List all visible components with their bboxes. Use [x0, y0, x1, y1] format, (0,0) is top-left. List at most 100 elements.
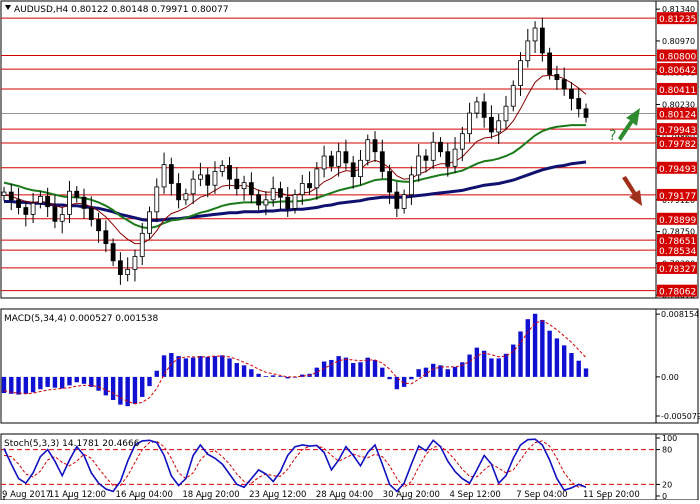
macd-bar: [460, 362, 465, 377]
candle-body: [205, 174, 211, 186]
macd-bar: [110, 376, 116, 400]
candle-body: [496, 120, 502, 133]
level-label: 0.78651: [659, 237, 696, 247]
macd-bar: [351, 363, 356, 377]
candle-body: [263, 199, 269, 206]
symbol-header: AUDUSD,H4 0.80122 0.80148 0.79971 0.8007…: [14, 5, 229, 15]
candle-body: [481, 101, 487, 118]
candle-body: [154, 186, 160, 213]
forecast-arrows: ?: [609, 108, 642, 206]
time-tick-label: 28 Aug 04:00: [316, 490, 373, 500]
candle-body: [118, 260, 123, 275]
macd-bar: [183, 358, 189, 377]
level-label: 0.79493: [659, 165, 696, 175]
candle-body: [569, 88, 574, 99]
macd-bar: [125, 376, 130, 407]
macd-bar: [161, 355, 167, 377]
candlesticks: [1, 17, 589, 285]
macd-bar: [452, 366, 458, 377]
current-price-box: [657, 107, 697, 120]
level-label-box: [657, 161, 697, 174]
level-label: 0.81235: [659, 15, 696, 25]
macd-bar: [532, 313, 538, 377]
macd-signal-line: [3, 320, 587, 405]
candle-body: [474, 101, 480, 114]
candle-body: [532, 27, 538, 42]
macd-bar: [220, 355, 225, 377]
stoch-signal-line: [3, 440, 587, 488]
time-tick-label: 18 Aug 20:00: [182, 490, 239, 500]
candle-body: [299, 183, 305, 196]
level-label: 0.80800: [659, 53, 696, 63]
level-label: 0.78899: [659, 216, 696, 226]
macd-bar: [481, 350, 487, 377]
macd-bar: [81, 376, 87, 384]
candle-body: [561, 79, 567, 90]
macd-bar: [358, 362, 363, 377]
macd-bar: [234, 363, 239, 377]
candle-body: [45, 195, 51, 208]
macd-bar: [16, 376, 21, 395]
stoch-panel: 100 80 20 0: [1, 434, 677, 501]
candle-body: [379, 151, 385, 172]
stoch-title: Stoch(5,3,3) 14.1781 20.4666: [4, 439, 140, 449]
candle-body: [539, 27, 545, 54]
time-tick-label: 9 Aug 2017: [2, 490, 51, 500]
macd-panel-frame: [0, 308, 699, 424]
level-label-box: [657, 136, 697, 149]
macd-bar: [212, 356, 218, 377]
macd-bar: [256, 373, 261, 377]
stoch-tick-label: 80: [662, 446, 672, 455]
level-label-box: [657, 261, 697, 274]
macd-bar: [365, 357, 370, 377]
level-label: 0.79177: [659, 192, 696, 202]
macd-tick-label: 0.008154: [661, 310, 699, 319]
candle-body: [256, 194, 262, 206]
macd-bar: [387, 376, 392, 380]
price-tick-label: 0.81340: [662, 5, 695, 14]
price-tick-label: 0.80230: [662, 100, 695, 109]
macd-bar: [96, 376, 101, 391]
candle-body: [510, 85, 516, 107]
candle-body: [278, 188, 283, 198]
macd-bar: [474, 347, 480, 377]
level-label: 0.78327: [659, 265, 696, 275]
level-label: 0.80642: [659, 66, 696, 76]
candle-body: [212, 171, 218, 186]
time-tick-label: 11 Sep 20:00: [583, 490, 640, 500]
price-panel-frame: [0, 0, 699, 299]
macd-bar: [227, 358, 232, 377]
candle-body: [387, 171, 392, 193]
candle-body: [219, 165, 225, 172]
candle-body: [408, 174, 414, 196]
candle-body: [416, 155, 422, 176]
macd-bar: [554, 338, 560, 377]
macd-bar: [132, 376, 138, 404]
candle-body: [518, 60, 523, 86]
level-label-box: [657, 123, 697, 136]
macd-bar: [576, 360, 581, 377]
macd-bar: [431, 363, 436, 377]
level-label-box: [657, 188, 697, 201]
arrow-down-icon: [622, 176, 642, 206]
level-label: 0.79943: [659, 126, 696, 136]
macd-bar: [467, 354, 472, 377]
arrow-up-icon: [618, 108, 640, 141]
candle-body: [59, 214, 65, 222]
level-label-box: [657, 82, 697, 95]
level-label: 0.78062: [659, 288, 696, 298]
macd-bar: [60, 376, 65, 389]
candle-body: [67, 190, 72, 215]
macd-bar: [278, 376, 283, 377]
candle-body: [147, 211, 152, 234]
candle-body: [445, 151, 451, 167]
macd-bar: [103, 376, 109, 396]
candle-body: [307, 183, 312, 189]
candle-body: [198, 174, 203, 180]
macd-bar: [518, 331, 523, 377]
macd-tick-label: 0.00: [661, 373, 679, 382]
